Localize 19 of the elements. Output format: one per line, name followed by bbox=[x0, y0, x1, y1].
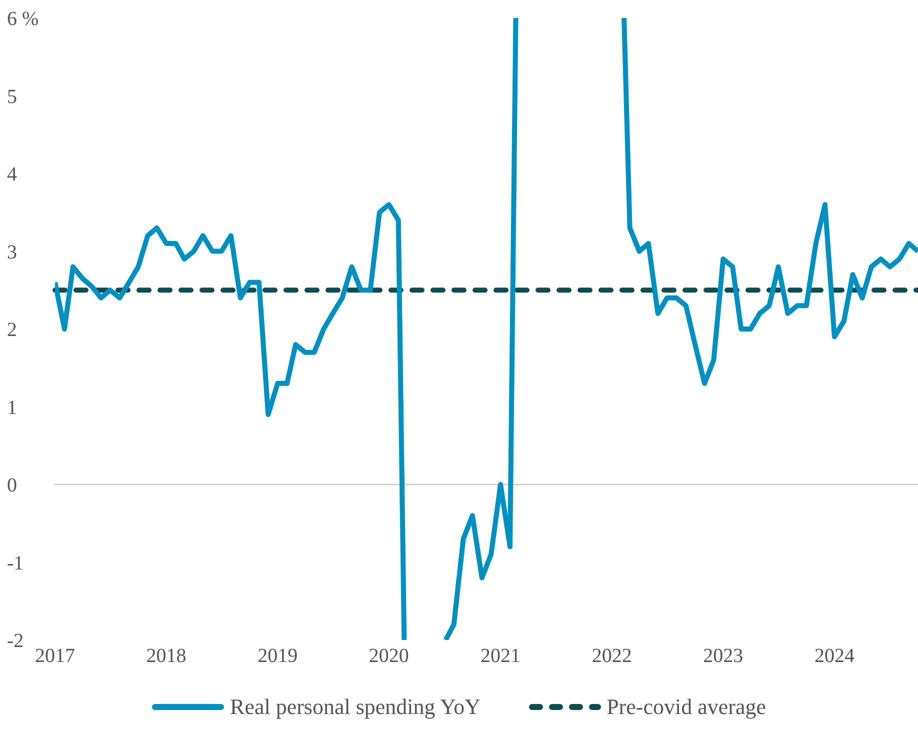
legend-label: Real personal spending YoY bbox=[230, 694, 481, 720]
legend-label: Pre-covid average bbox=[606, 694, 766, 720]
y-tick-label: 6 % bbox=[7, 8, 39, 30]
y-tick-label: 0 bbox=[7, 474, 17, 497]
x-tick-label: 2023 bbox=[703, 645, 744, 668]
y-tick-label: -1 bbox=[7, 552, 24, 574]
y-tick-label: 1 bbox=[7, 396, 17, 419]
y-tick-label: 4 bbox=[7, 164, 17, 186]
x-tick-label: 2020 bbox=[368, 645, 409, 668]
x-tick-label: 2019 bbox=[258, 645, 298, 668]
x-tick-label: 2021 bbox=[480, 645, 521, 668]
y-tick-label: 2 bbox=[7, 319, 17, 342]
x-tick-label: 2018 bbox=[146, 645, 186, 668]
x-tick-label: 2017 bbox=[35, 645, 75, 668]
x-tick-label: 2022 bbox=[592, 645, 632, 668]
x-tick-label: 2024 bbox=[814, 645, 854, 668]
y-tick-label: 5 bbox=[7, 86, 17, 108]
y-tick-label: -2 bbox=[7, 630, 24, 652]
y-tick-label: 3 bbox=[7, 241, 17, 264]
